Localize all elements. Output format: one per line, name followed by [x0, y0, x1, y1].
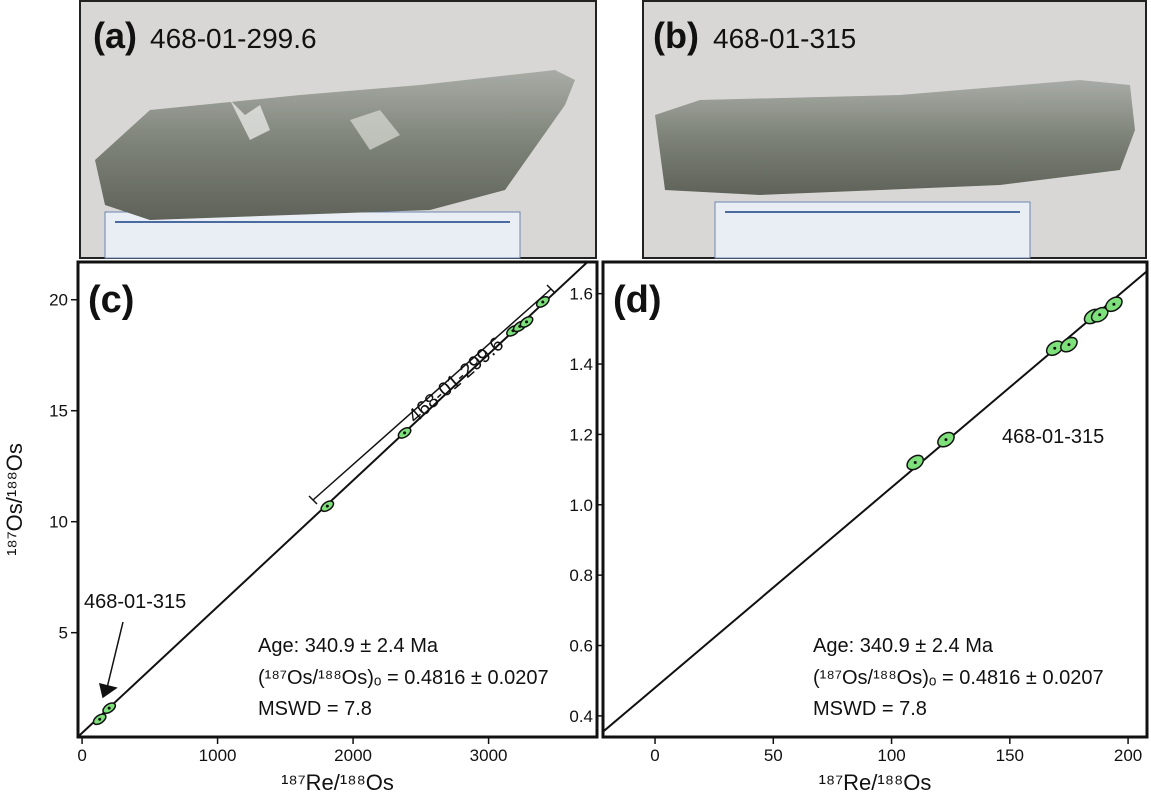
plot-area — [78, 253, 597, 737]
y-tick-label: 5 — [59, 624, 68, 643]
sample-label: 468-01-315 — [713, 23, 856, 54]
plot-frame — [78, 262, 597, 737]
panel-label: (b) — [653, 15, 699, 56]
y-tick-label: 1.2 — [569, 425, 593, 444]
annotation: Age: 340.9 ± 2.4 Ma — [258, 635, 439, 657]
data-center — [541, 300, 544, 303]
y-tick-label: 0.6 — [569, 637, 593, 656]
x-tick-label: 2000 — [334, 746, 372, 765]
y-tick-label: 0.4 — [569, 707, 593, 726]
x-tick-label: 50 — [764, 746, 783, 765]
x-tick-label: 3000 — [470, 746, 508, 765]
photo-b: (b) 468-01-315 — [643, 1, 1146, 258]
x-axis-label: ¹⁸⁷Re/¹⁸⁸Os — [281, 770, 394, 795]
x-tick-label: 0 — [77, 746, 86, 765]
x-tick-label: 150 — [996, 746, 1024, 765]
y-tick-label: 10 — [49, 513, 68, 532]
x-tick-label: 100 — [877, 746, 905, 765]
x-tick-label: 1000 — [199, 746, 237, 765]
photo-a: (a) 468-01-299.6 — [80, 1, 596, 258]
sample-label: 468-01-299.6 — [150, 23, 317, 54]
data-center — [525, 320, 528, 323]
annotation: 468-01-315 — [84, 591, 186, 613]
y-tick-label: 0.8 — [569, 566, 593, 585]
annotation: MSWD = 7.8 — [813, 698, 927, 720]
y-tick-label: 1.4 — [569, 355, 593, 374]
y-tick-label: 15 — [49, 402, 68, 421]
y-tick-label: 20 — [49, 291, 68, 310]
data-center — [1098, 313, 1101, 316]
x-tick-label: 0 — [650, 746, 659, 765]
annotation: (¹⁸⁷Os/¹⁸⁸Os)ₒ = 0.4816 ± 0.0207 — [813, 667, 1104, 689]
annotation: 468-01-299.6 — [404, 333, 508, 428]
data-center — [914, 461, 917, 464]
data-center — [98, 718, 101, 721]
data-center — [1053, 347, 1056, 350]
plot-frame — [603, 262, 1147, 737]
y-tick-label: 1.6 — [569, 285, 593, 304]
figure: (a) 468-01-299.6 (b) 468-01-315 01000200… — [0, 0, 1151, 798]
data-center — [1112, 303, 1115, 306]
data-center — [326, 505, 329, 508]
plot-area — [603, 271, 1147, 732]
x-tick-label: 200 — [1114, 746, 1142, 765]
y-tick-label: 1.0 — [569, 496, 593, 515]
annotation: 468-01-315 — [1002, 426, 1104, 448]
data-center — [108, 707, 111, 710]
data-center — [944, 438, 947, 441]
x-axis-label: ¹⁸⁷Re/¹⁸⁸Os — [819, 770, 932, 795]
annotation: MSWD = 7.8 — [258, 698, 372, 720]
panel-label: (a) — [93, 15, 137, 56]
data-center — [403, 431, 406, 434]
annotation: (¹⁸⁷Os/¹⁸⁸Os)ₒ = 0.4816 ± 0.0207 — [258, 667, 549, 689]
data-center — [1067, 343, 1070, 346]
panel-label: (c) — [88, 279, 134, 321]
annotation: Age: 340.9 ± 2.4 Ma — [813, 635, 994, 657]
panel-label: (d) — [613, 279, 662, 321]
y-axis-label: ¹⁸⁷Os/¹⁸⁸Os — [2, 443, 27, 556]
